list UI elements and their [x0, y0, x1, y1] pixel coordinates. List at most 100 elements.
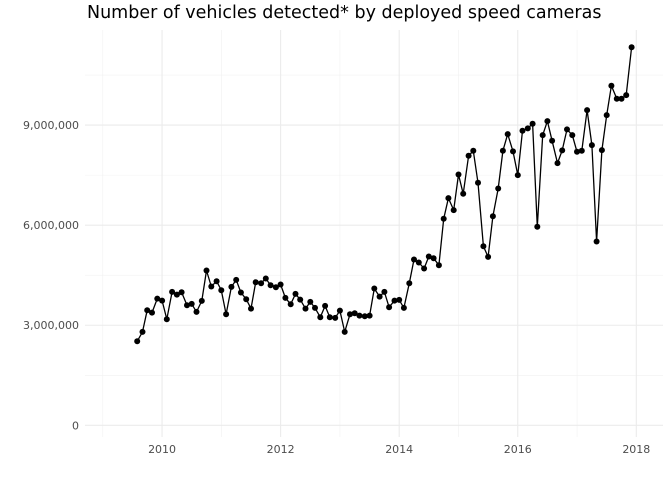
data-point	[549, 137, 556, 144]
data-point	[223, 311, 230, 318]
data-point	[445, 195, 452, 202]
data-point	[144, 307, 151, 314]
data-point	[613, 95, 620, 102]
x-tick-label: 2014	[385, 443, 413, 456]
data-point	[312, 304, 318, 311]
data-point	[623, 92, 630, 99]
data-point	[169, 288, 176, 295]
data-point	[544, 118, 551, 125]
data-point	[524, 125, 531, 132]
data-point	[608, 82, 615, 89]
y-tick-label: 3,000,000	[23, 319, 79, 332]
data-point	[341, 328, 348, 335]
major-gridlines	[85, 30, 663, 437]
data-point	[415, 259, 422, 266]
data-point	[465, 152, 472, 159]
x-tick-label: 2016	[504, 443, 532, 456]
data-point	[598, 147, 605, 154]
data-point	[534, 223, 541, 230]
data-point	[361, 313, 368, 320]
data-point	[396, 296, 403, 303]
minor-gridlines	[85, 30, 663, 437]
data-point	[485, 253, 492, 260]
data-point	[411, 256, 417, 263]
data-point	[504, 131, 511, 138]
data-point	[302, 305, 309, 312]
data-point	[322, 302, 329, 309]
data-point	[326, 314, 333, 321]
data-point	[163, 316, 170, 323]
data-point	[173, 291, 180, 298]
data-point	[386, 304, 393, 311]
chart-title: Number of vehicles detected* by deployed…	[87, 3, 602, 23]
data-point	[218, 287, 225, 294]
data-point	[499, 147, 506, 154]
data-point	[228, 283, 235, 290]
data-point	[440, 215, 447, 222]
data-point	[356, 312, 363, 319]
data-point	[258, 280, 265, 287]
y-tick-label: 0	[72, 419, 79, 432]
data-point	[277, 281, 284, 288]
y-tick-label: 6,000,000	[23, 219, 79, 232]
data-point	[430, 255, 437, 262]
data-point	[559, 147, 566, 154]
data-point	[267, 282, 274, 289]
data-point	[351, 310, 358, 317]
data-point	[233, 276, 240, 283]
data-point	[628, 44, 635, 51]
data-point	[178, 289, 185, 296]
data-point	[529, 120, 536, 127]
x-tick-label: 2010	[148, 443, 176, 456]
x-axis-tick-labels: 2010 2012 2014 2016 2018	[148, 443, 650, 456]
data-point	[198, 297, 205, 304]
data-point	[237, 289, 244, 296]
data-point	[139, 328, 146, 335]
data-point	[470, 147, 477, 154]
x-tick-label: 2012	[267, 443, 295, 456]
data-point	[376, 293, 383, 300]
data-point	[188, 300, 195, 307]
data-point	[574, 148, 580, 155]
data-point	[495, 185, 502, 192]
data-point	[317, 314, 324, 321]
data-point	[184, 302, 190, 309]
data-point	[425, 253, 432, 260]
data-point	[248, 305, 254, 312]
data-point	[593, 238, 600, 245]
data-point	[272, 284, 279, 291]
data-point	[450, 207, 457, 214]
series-line	[136, 47, 633, 342]
data-point	[475, 179, 481, 186]
data-point	[262, 275, 269, 282]
data-point	[569, 132, 576, 139]
data-point	[391, 297, 398, 304]
data-point	[203, 267, 210, 274]
data-point	[435, 262, 442, 269]
data-point	[297, 296, 304, 303]
data-point	[366, 312, 373, 319]
data-point	[564, 126, 570, 133]
data-point	[455, 171, 462, 178]
data-point	[480, 243, 487, 250]
data-point	[539, 132, 546, 139]
data-point	[243, 296, 250, 303]
data-point	[292, 290, 299, 297]
data-point	[519, 127, 526, 134]
data-point	[588, 142, 595, 149]
data-point	[208, 283, 215, 290]
data-point	[400, 304, 407, 311]
y-tick-label: 9,000,000	[23, 119, 79, 132]
data-point	[584, 107, 591, 114]
data-point	[154, 295, 161, 302]
data-point	[510, 148, 516, 155]
data-point	[213, 278, 220, 285]
data-point	[421, 265, 428, 272]
data-point	[159, 297, 166, 304]
data-point	[282, 294, 289, 301]
data-point	[514, 172, 521, 179]
y-axis-tick-labels: 0 3,000,000 6,000,000 9,000,000	[23, 119, 79, 432]
data-point	[381, 288, 388, 295]
data-point	[134, 338, 141, 345]
